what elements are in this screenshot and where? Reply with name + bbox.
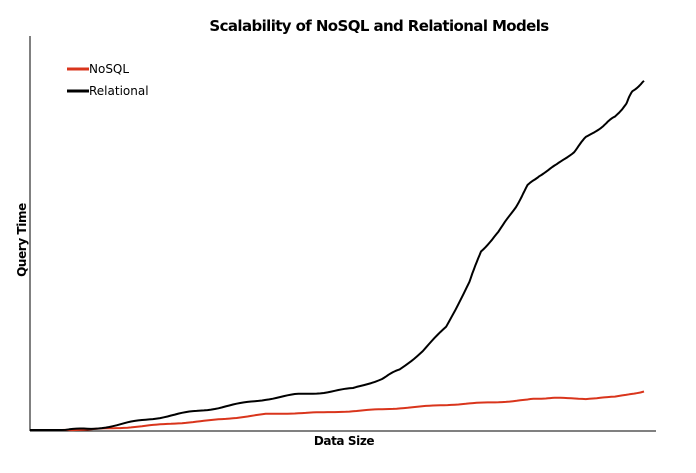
legend-label-relational: Relational — [89, 84, 149, 98]
y-axis-label: Query Time — [15, 203, 29, 277]
series-line-relational — [61, 80, 645, 431]
series-layer — [30, 80, 645, 432]
legend-label-nosql: NoSQL — [89, 62, 129, 76]
series-line-nosql — [61, 390, 645, 432]
chart-title: Scalability of NoSQL and Relational Mode… — [209, 17, 549, 35]
x-axis-label: Data Size — [314, 434, 375, 448]
legend: NoSQL Relational — [67, 62, 149, 98]
